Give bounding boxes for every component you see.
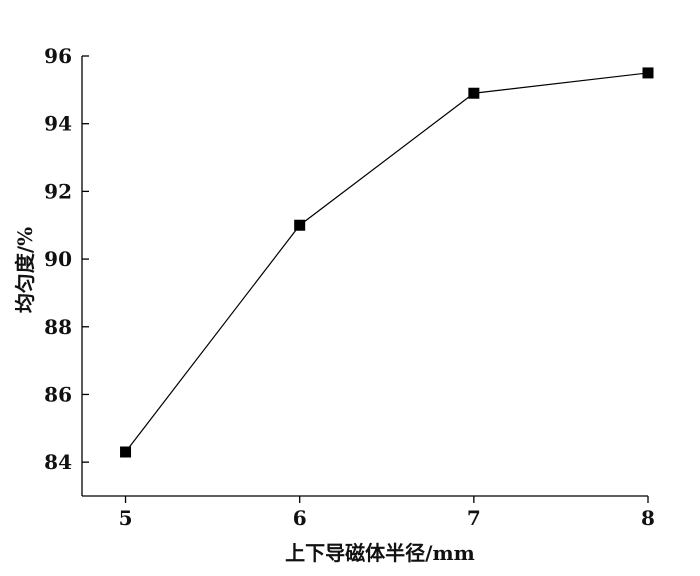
y-tick-label: 96 [44, 44, 72, 68]
x-tick-label: 8 [641, 506, 655, 530]
y-tick-label: 94 [44, 112, 72, 136]
y-tick-label: 84 [44, 450, 72, 474]
data-point-marker [642, 67, 654, 79]
series-layer [120, 67, 654, 458]
x-axis-title: 上下导磁体半径/mm [285, 541, 475, 565]
y-ticks: 84 86 88 90 92 94 96 [44, 44, 89, 474]
y-tick-label: 88 [44, 315, 72, 339]
y-tick-label: 92 [44, 179, 72, 203]
x-tick-label: 5 [119, 506, 133, 530]
x-ticks: 5 6 7 8 [119, 496, 655, 530]
plot-area: 84 86 88 90 92 94 96 5 6 7 8 [44, 44, 655, 530]
x-tick-label: 6 [293, 506, 307, 530]
y-tick-label: 86 [44, 382, 72, 406]
x-tick-label: 7 [467, 506, 481, 530]
y-axis-title: 均匀度/% [13, 227, 37, 313]
data-point-marker [294, 219, 306, 231]
data-point-marker [468, 87, 480, 99]
y-tick-label: 90 [44, 247, 72, 271]
series-line [125, 72, 649, 453]
data-point-marker [120, 446, 132, 458]
